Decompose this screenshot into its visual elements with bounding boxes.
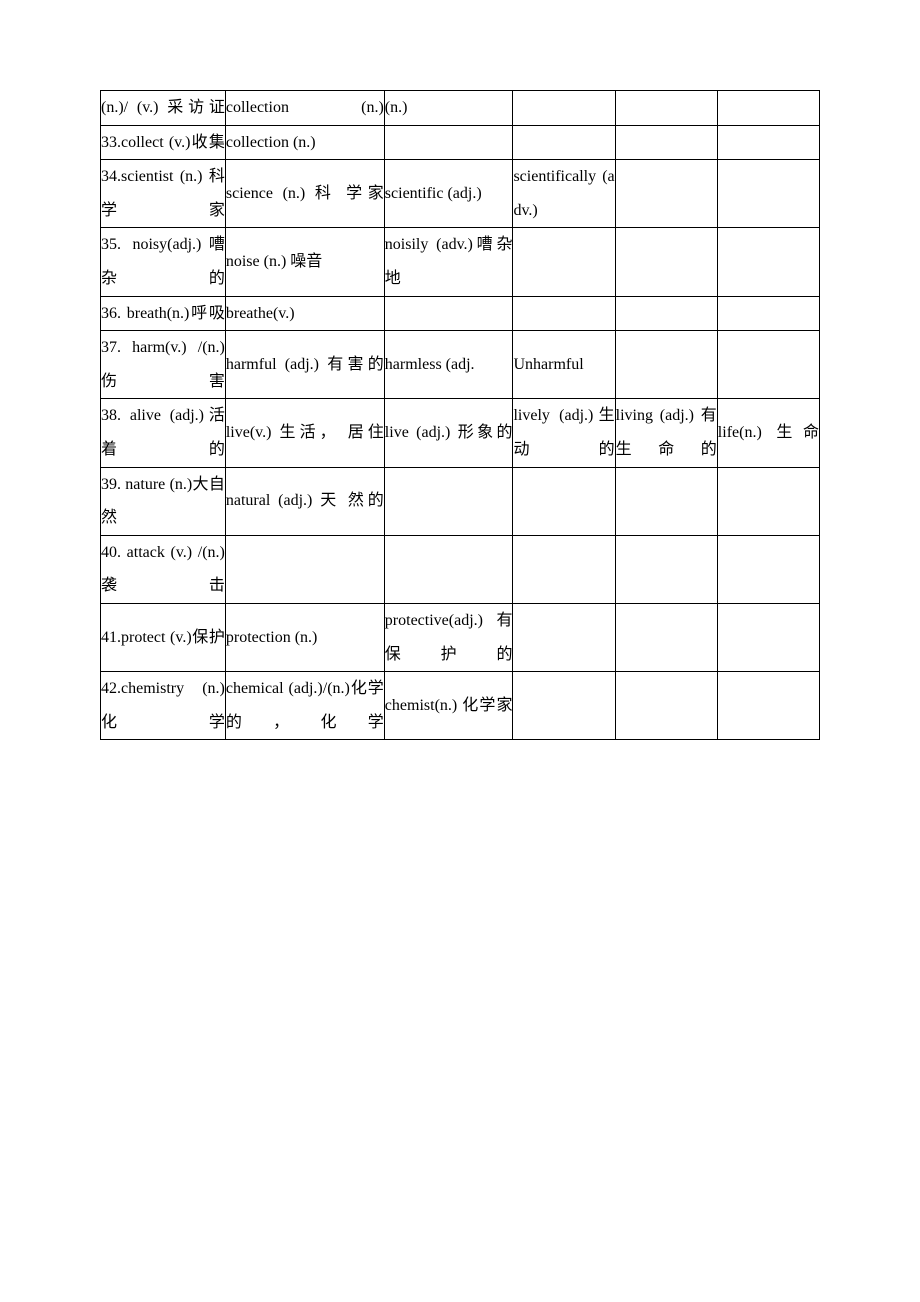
table-cell: noise (n.) 噪音 <box>225 228 384 296</box>
table-row: 36. breath(n.)呼吸 breathe(v.) <box>101 296 820 331</box>
table-row: 34.scientist (n.) 科学家 science (n.) 科 学家 … <box>101 160 820 228</box>
table-cell: 35. noisy(adj.)嘈杂的 <box>101 228 226 296</box>
table-cell: noisily (adv.)嘈杂地 <box>384 228 513 296</box>
table-cell <box>384 467 513 535</box>
table-cell <box>615 535 717 603</box>
table-cell <box>615 125 717 160</box>
table-cell: 34.scientist (n.) 科学家 <box>101 160 226 228</box>
table-row: 35. noisy(adj.)嘈杂的 noise (n.) 噪音 noisily… <box>101 228 820 296</box>
table-cell <box>513 672 615 740</box>
table-cell <box>717 160 819 228</box>
table-row: 40. attack (v.) /(n.)袭击 <box>101 535 820 603</box>
table-cell <box>717 228 819 296</box>
table-cell <box>717 125 819 160</box>
table-row: 39. nature (n.)大自然 natural (adj.) 天 然的 <box>101 467 820 535</box>
table-cell <box>615 603 717 671</box>
table-cell: collection (n.) <box>225 91 384 126</box>
table-row: 41.protect (v.)保护 protection (n.) protec… <box>101 603 820 671</box>
table-cell: lively (adj.)生动的 <box>513 399 615 467</box>
table-cell: 36. breath(n.)呼吸 <box>101 296 226 331</box>
table-cell: chemical (adj.)/(n.)化学的，化学 <box>225 672 384 740</box>
table-cell: 41.protect (v.)保护 <box>101 603 226 671</box>
table-cell <box>513 603 615 671</box>
table-cell: 39. nature (n.)大自然 <box>101 467 226 535</box>
table-cell: live (adj.) 形象的 <box>384 399 513 467</box>
table-row: (n.)/ (v.) 采访证 collection (n.) (n.) <box>101 91 820 126</box>
table-cell <box>717 535 819 603</box>
table-cell: scientifically (adv.) <box>513 160 615 228</box>
table-cell <box>717 296 819 331</box>
table-cell: life(n.) 生命 <box>717 399 819 467</box>
table-body: (n.)/ (v.) 采访证 collection (n.) (n.) 33.c… <box>101 91 820 740</box>
table-row: 42.chemistry (n.) 化学 chemical (adj.)/(n.… <box>101 672 820 740</box>
table-cell: harmless (adj. <box>384 331 513 399</box>
table-cell <box>513 125 615 160</box>
table-cell <box>615 160 717 228</box>
table-row: 38. alive (adj.)活着的 live(v.) 生活， 居住 live… <box>101 399 820 467</box>
table-cell: science (n.) 科 学家 <box>225 160 384 228</box>
table-cell <box>717 603 819 671</box>
table-cell: 38. alive (adj.)活着的 <box>101 399 226 467</box>
table-cell <box>384 296 513 331</box>
table-cell: living (adj.) 有生命的 <box>615 399 717 467</box>
table-cell <box>513 228 615 296</box>
table-cell <box>717 91 819 126</box>
table-cell: collection (n.) <box>225 125 384 160</box>
table-cell <box>225 535 384 603</box>
table-cell <box>384 125 513 160</box>
table-cell: protective(adj.)有保护的 <box>384 603 513 671</box>
table-cell: breathe(v.) <box>225 296 384 331</box>
table-cell: 40. attack (v.) /(n.)袭击 <box>101 535 226 603</box>
table-cell: 42.chemistry (n.) 化学 <box>101 672 226 740</box>
table-cell <box>513 296 615 331</box>
table-cell: live(v.) 生活， 居住 <box>225 399 384 467</box>
document-page: (n.)/ (v.) 采访证 collection (n.) (n.) 33.c… <box>0 0 920 800</box>
table-cell: scientific (adj.) <box>384 160 513 228</box>
table-row: 37. harm(v.) /(n.) 伤害 harmful (adj.) 有害的… <box>101 331 820 399</box>
table-cell: protection (n.) <box>225 603 384 671</box>
table-cell <box>384 535 513 603</box>
table-cell: Unharmful <box>513 331 615 399</box>
table-cell <box>615 672 717 740</box>
table-cell: 37. harm(v.) /(n.) 伤害 <box>101 331 226 399</box>
table-cell <box>615 91 717 126</box>
table-cell <box>615 331 717 399</box>
table-cell <box>717 672 819 740</box>
table-cell <box>717 331 819 399</box>
table-cell: natural (adj.) 天 然的 <box>225 467 384 535</box>
table-cell <box>717 467 819 535</box>
table-cell <box>513 91 615 126</box>
table-cell: chemist(n.) 化学家 <box>384 672 513 740</box>
table-row: 33.collect (v.)收集 collection (n.) <box>101 125 820 160</box>
table-cell <box>615 467 717 535</box>
table-cell: harmful (adj.) 有害的 <box>225 331 384 399</box>
table-cell <box>513 535 615 603</box>
table-cell: (n.) <box>384 91 513 126</box>
table-cell: (n.)/ (v.) 采访证 <box>101 91 226 126</box>
table-cell <box>615 296 717 331</box>
table-cell <box>513 467 615 535</box>
vocabulary-table: (n.)/ (v.) 采访证 collection (n.) (n.) 33.c… <box>100 90 820 740</box>
table-cell <box>615 228 717 296</box>
table-cell: 33.collect (v.)收集 <box>101 125 226 160</box>
